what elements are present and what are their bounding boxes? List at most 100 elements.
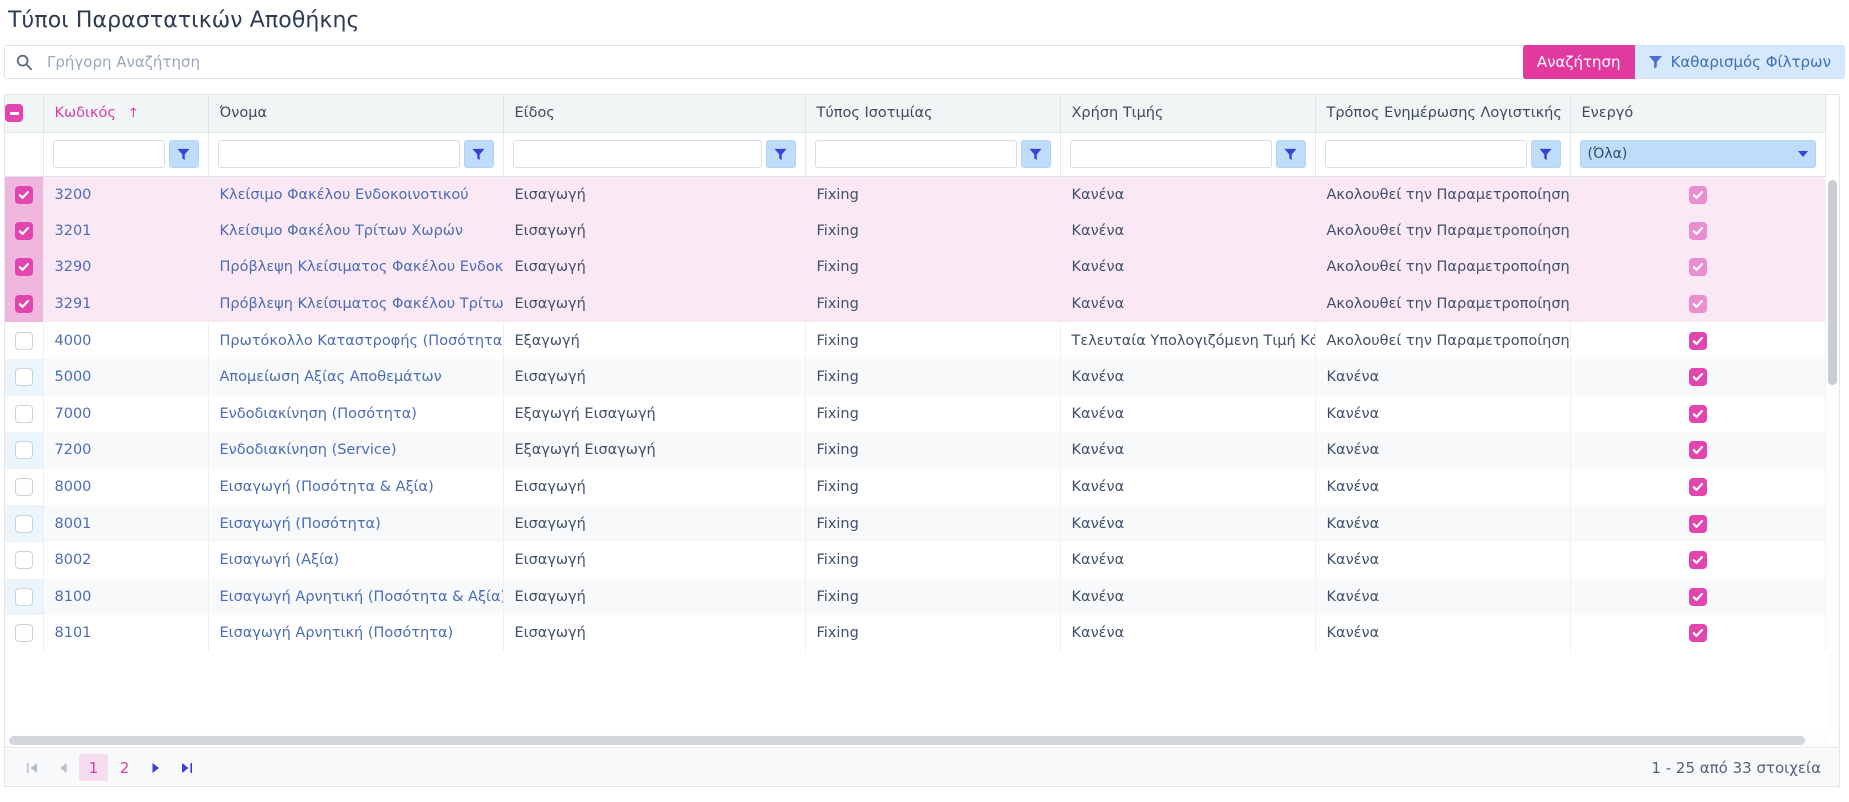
cell-rate-type: Fixing <box>805 285 1061 323</box>
cell-acc-mode: Κανένα <box>1315 358 1571 396</box>
filter-menu-button-code[interactable] <box>168 140 199 168</box>
table-row[interactable]: 8000 Εισαγωγή (Ποσότητα & Αξία) Εισαγωγή Fi… <box>5 468 1826 506</box>
select-all-checkbox[interactable] <box>5 104 23 123</box>
row-active-checkbox[interactable] <box>1688 185 1707 204</box>
row-select-cell[interactable] <box>5 432 44 469</box>
row-select-checkbox[interactable] <box>14 441 33 460</box>
filter-menu-button-acc-mode[interactable] <box>1530 140 1561 168</box>
clear-filters-button[interactable]: Καθαρισμός Φίλτρων <box>1634 45 1845 79</box>
row-select-checkbox[interactable] <box>14 368 33 387</box>
vertical-scrollbar-thumb[interactable] <box>1828 180 1837 385</box>
table-row[interactable]: 5000 Απομείωση Αξίας Αποθεμάτων Εισαγωγή Fi… <box>5 358 1826 396</box>
row-active-checkbox[interactable] <box>1688 587 1707 606</box>
prev-page-button[interactable] <box>48 754 77 781</box>
column-header-code[interactable]: Κωδικός ↑ <box>43 95 209 133</box>
row-active-checkbox[interactable] <box>1688 295 1707 314</box>
horizontal-scrollbar[interactable] <box>5 735 1827 746</box>
row-select-checkbox[interactable] <box>14 404 33 423</box>
column-header-kind[interactable]: Είδος <box>503 95 806 133</box>
row-select-checkbox[interactable] <box>14 514 33 533</box>
cell-rate-type: Fixing <box>805 322 1061 359</box>
table-row[interactable]: 8100 Εισαγωγή Αρνητική (Ποσότητα & Αξία) Ε… <box>5 578 1826 616</box>
row-select-cell[interactable] <box>5 176 44 213</box>
cell-price-use: Κανένα <box>1060 395 1316 433</box>
column-header-rate-type[interactable]: Τύπος Ισοτιμίας <box>805 95 1061 133</box>
cell-rate-type: Fixing <box>805 468 1061 506</box>
row-active-checkbox[interactable] <box>1688 258 1707 277</box>
search-field-container[interactable] <box>4 45 1591 79</box>
row-select-cell[interactable] <box>5 249 44 286</box>
search-actions: Αναζήτηση Καθαρισμός Φίλτρων <box>1522 45 1845 79</box>
column-header-acc-mode[interactable]: Τρόπος Ενημέρωσης Λογιστικής <box>1315 95 1571 133</box>
table-row[interactable]: 7200 Ενδοδιακίνηση (Service) Εξαγωγή Εισαγ… <box>5 432 1826 469</box>
row-select-cell[interactable] <box>5 615 44 652</box>
row-select-cell[interactable] <box>5 541 44 579</box>
search-button[interactable]: Αναζήτηση <box>1522 45 1635 79</box>
row-active-checkbox[interactable] <box>1688 368 1707 387</box>
vertical-scrollbar[interactable] <box>1827 177 1838 730</box>
last-page-button[interactable] <box>172 754 201 781</box>
filter-input-kind[interactable] <box>512 140 762 168</box>
table-row[interactable]: 3201 Κλείσιμο Φακέλου Τρίτων Χωρών Εισαγωγ… <box>5 212 1826 250</box>
row-select-cell[interactable] <box>5 212 44 250</box>
row-select-cell[interactable] <box>5 395 44 433</box>
filter-input-code[interactable] <box>52 140 165 168</box>
filter-input-rate-type[interactable] <box>814 140 1017 168</box>
row-active-checkbox[interactable] <box>1688 551 1707 570</box>
page-button-2[interactable]: 2 <box>119 758 130 777</box>
row-select-cell[interactable] <box>5 578 44 616</box>
table-row[interactable]: 8002 Εισαγωγή (Αξία) Εισαγωγή Fixing Κανένα Κ… <box>5 541 1826 579</box>
horizontal-scrollbar-thumb[interactable] <box>9 736 1805 745</box>
row-select-cell[interactable] <box>5 505 44 542</box>
column-header-active[interactable]: Ενεργό <box>1570 95 1826 133</box>
filter-input-acc-mode[interactable] <box>1324 140 1527 168</box>
column-header-price-use[interactable]: Χρήση Τιμής <box>1060 95 1316 133</box>
row-active-checkbox[interactable] <box>1688 514 1707 533</box>
row-select-cell[interactable] <box>5 358 44 396</box>
row-active-checkbox[interactable] <box>1688 404 1707 423</box>
filter-menu-button-name[interactable] <box>463 140 494 168</box>
row-select-cell[interactable] <box>5 468 44 506</box>
row-select-checkbox[interactable] <box>14 295 33 314</box>
row-active-checkbox[interactable] <box>1688 478 1707 497</box>
row-select-checkbox[interactable] <box>14 478 33 497</box>
row-select-cell[interactable] <box>5 285 44 323</box>
table-row[interactable]: 3200 Κλείσιμο Φακέλου Ενδοκοινοτικού Εισαγ… <box>5 176 1826 213</box>
row-select-checkbox[interactable] <box>14 587 33 606</box>
row-select-checkbox[interactable] <box>14 185 33 204</box>
cell-name: Εισαγωγή (Ποσότητα) <box>208 505 504 542</box>
row-active-checkbox[interactable] <box>1688 331 1707 350</box>
row-select-checkbox[interactable] <box>14 258 33 277</box>
row-select-checkbox[interactable] <box>14 624 33 643</box>
row-select-cell[interactable] <box>5 322 44 359</box>
row-active-checkbox[interactable] <box>1688 624 1707 643</box>
row-select-checkbox[interactable] <box>14 551 33 570</box>
row-select-checkbox[interactable] <box>14 221 33 240</box>
filter-select-active[interactable]: (Όλα) <box>1579 140 1816 168</box>
next-page-button[interactable] <box>141 754 170 781</box>
row-active-checkbox[interactable] <box>1688 441 1707 460</box>
search-input[interactable] <box>45 47 1545 77</box>
filter-cell-active: (Όλα) <box>1570 132 1826 177</box>
row-active-checkbox[interactable] <box>1688 221 1707 240</box>
cell-price-use: Κανένα <box>1060 358 1316 396</box>
select-all-header[interactable] <box>5 95 44 133</box>
filter-menu-button-kind[interactable] <box>765 140 796 168</box>
cell-name: Ενδοδιακίνηση (Ποσότητα) <box>208 395 504 433</box>
filter-menu-button-rate-type[interactable] <box>1020 140 1051 168</box>
page-button-1[interactable]: 1 <box>79 754 108 781</box>
table-row[interactable]: 8001 Εισαγωγή (Ποσότητα) Εισαγωγή Fixing Καν… <box>5 505 1826 542</box>
cell-active <box>1570 578 1826 616</box>
row-select-checkbox[interactable] <box>14 331 33 350</box>
filter-input-name[interactable] <box>217 140 460 168</box>
table-row[interactable]: 8101 Εισαγωγή Αρνητική (Ποσότητα) Εισαγωγή… <box>5 615 1826 652</box>
first-page-button[interactable] <box>17 754 46 781</box>
filter-menu-button-price-use[interactable] <box>1275 140 1306 168</box>
filter-input-price-use[interactable] <box>1069 140 1272 168</box>
column-header-name[interactable]: Όνομα <box>208 95 504 133</box>
cell-rate-type: Fixing <box>805 541 1061 579</box>
table-row[interactable]: 7000 Ενδοδιακίνηση (Ποσότητα) Εξαγωγή Εισα… <box>5 395 1826 433</box>
